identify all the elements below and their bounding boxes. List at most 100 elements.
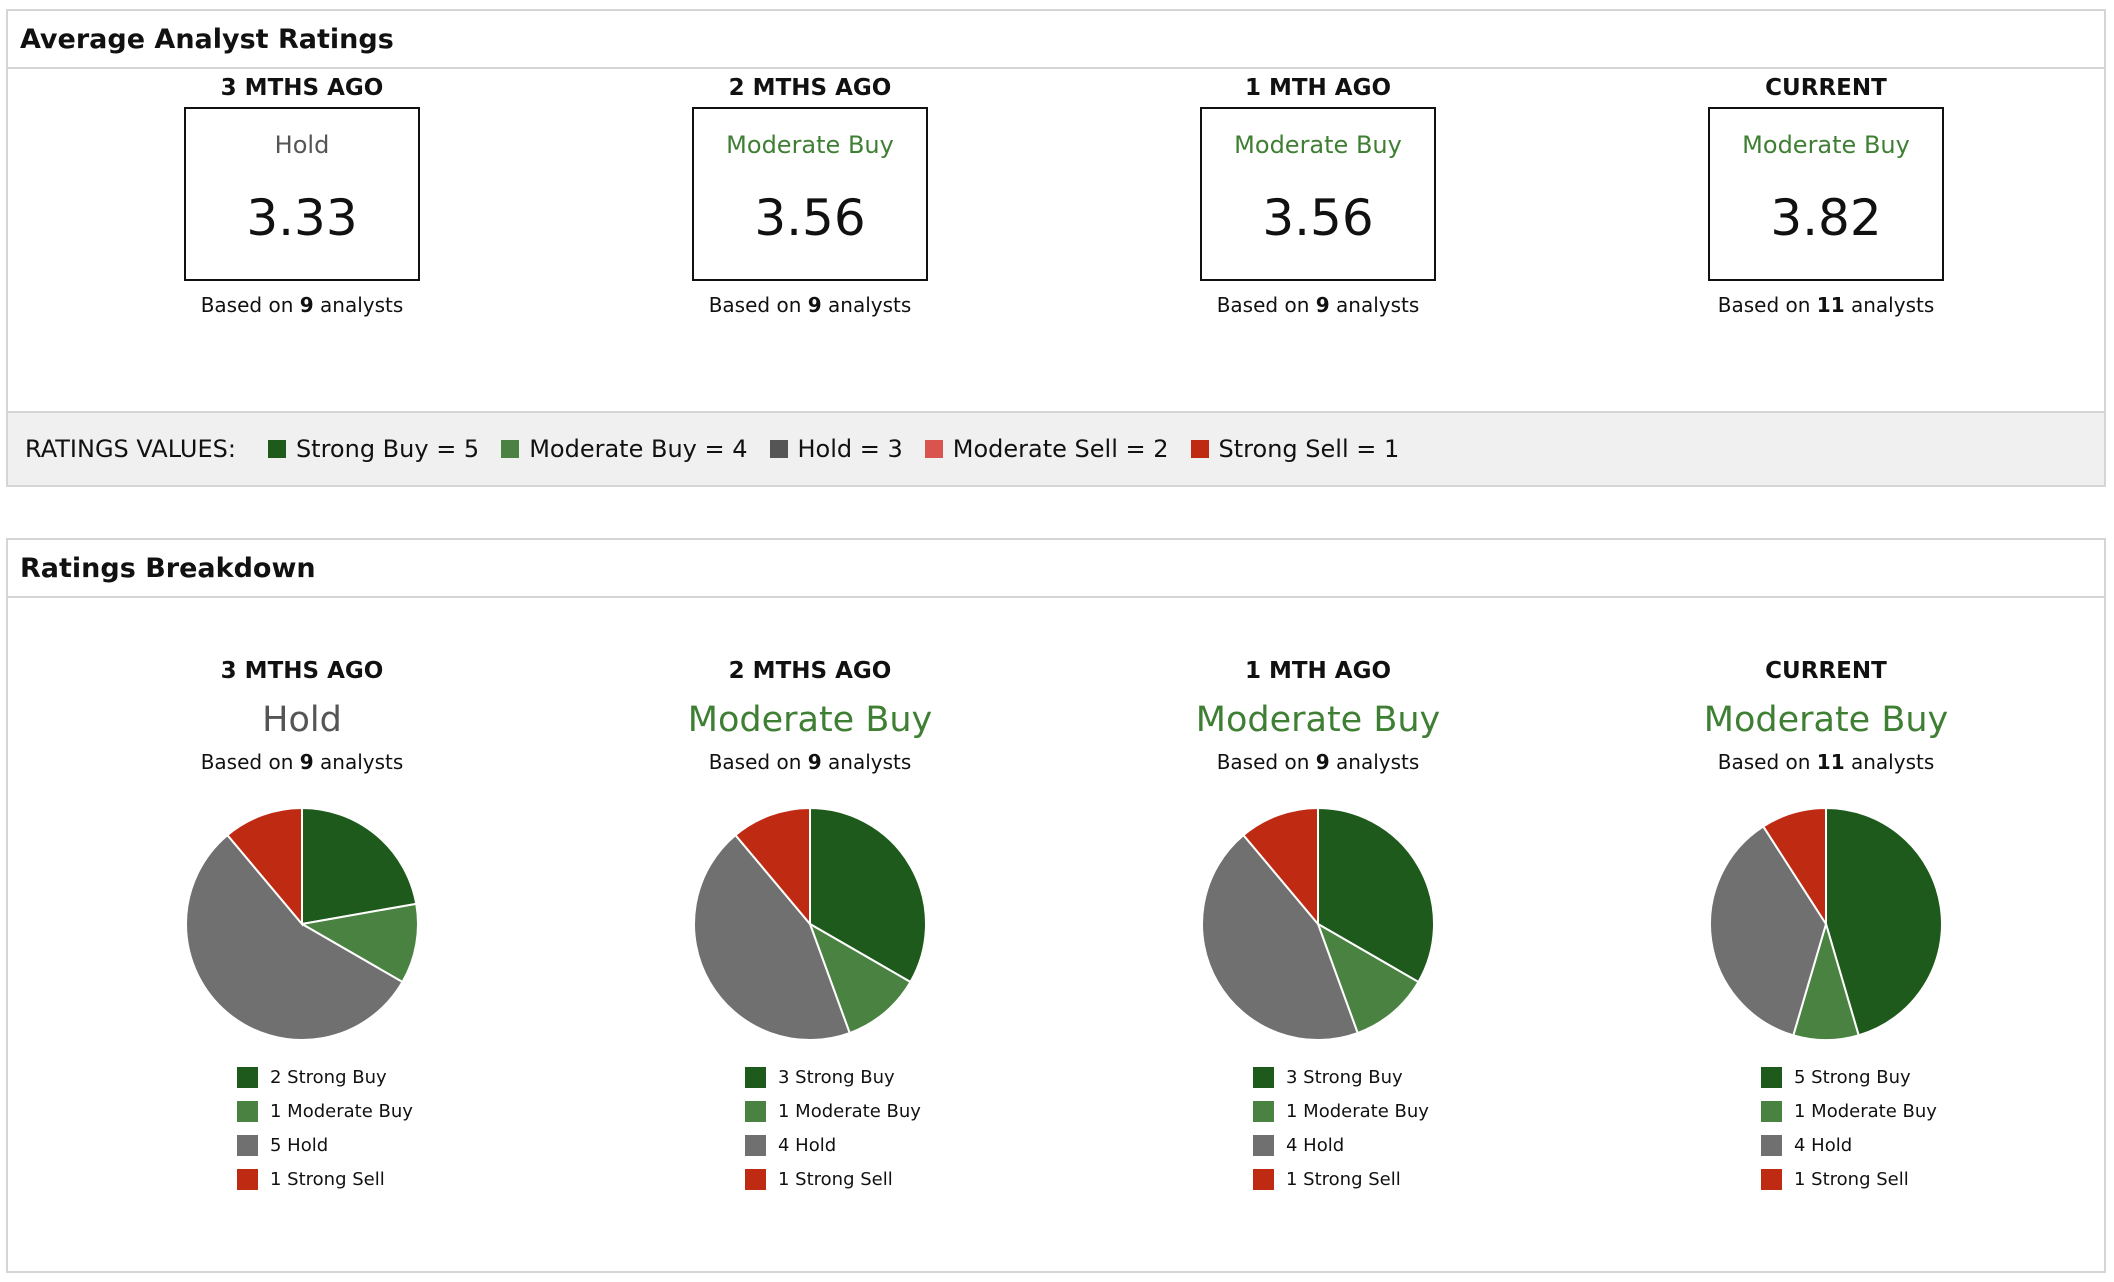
pie-slice-strong-sell: [1242, 806, 1319, 927]
legend-swatch: [1253, 1066, 1274, 1088]
value-label: Strong Buy = 5: [295, 435, 480, 463]
value-item-hold: Hold = 3: [769, 435, 903, 463]
average-ratings-title: Average Analyst Ratings: [8, 11, 2104, 69]
legend-label: 4 Hold: [1286, 1134, 1345, 1156]
legend-item-moderate-buy: 1 Moderate Buy: [237, 1094, 437, 1128]
pie-slice-strong-buy: [1825, 806, 1943, 1037]
rating-text: Moderate Buy: [1195, 700, 1441, 740]
breakdown-col-current: CURRENT Moderate Buy Based on 11 analysts 5…: [1572, 658, 2080, 1196]
pie-legend: 3 Strong Buy 1 Moderate Buy 4 Hold 1 Strong…: [745, 1060, 945, 1196]
legend-swatch: [1253, 1100, 1274, 1122]
legend-item-moderate-buy: 1 Moderate Buy: [745, 1094, 945, 1128]
rating-text: Moderate Buy: [1742, 131, 1910, 159]
legend-label: 5 Hold: [270, 1134, 329, 1156]
value-label: Moderate Buy = 4: [529, 435, 748, 463]
legend-item-moderate-buy: 1 Moderate Buy: [1253, 1094, 1453, 1128]
legend-label: 1 Strong Sell: [1794, 1168, 1909, 1190]
breakdown-col-2-mths-ago: 2 MTHS AGO Moderate Buy Based on 9 analyst…: [556, 658, 1064, 1196]
based-prefix: Based on: [200, 293, 294, 317]
legend-swatch: [237, 1100, 258, 1122]
based-suffix: analysts: [320, 293, 404, 317]
based-prefix: Based on: [1717, 750, 1811, 774]
based-prefix: Based on: [708, 750, 802, 774]
based-on-text: Based on 9 analysts: [201, 750, 404, 774]
legend-label: 1 Moderate Buy: [778, 1100, 921, 1122]
pie-slice-moderate-buy: [808, 921, 912, 1035]
based-prefix: Based on: [708, 293, 802, 317]
legend-item-strong-sell: 1 Strong Sell: [1253, 1162, 1453, 1196]
avg-col-2-mths-ago: 2 MTHS AGO Moderate Buy 3.56 Based on 9 …: [556, 75, 1064, 317]
avg-col-1-mth-ago: 1 MTH AGO Moderate Buy 3.56 Based on 9 a…: [1064, 75, 1572, 317]
swatch: [1190, 440, 1209, 458]
legend-label: 1 Moderate Buy: [1794, 1100, 1937, 1122]
based-suffix: analysts: [1336, 750, 1420, 774]
rating-text: Moderate Buy: [1234, 131, 1402, 159]
swatch: [924, 440, 943, 458]
based-prefix: Based on: [1216, 750, 1310, 774]
rating-value: 3.82: [1770, 189, 1882, 247]
pie-slice-hold: [693, 833, 851, 1041]
based-on-text: Based on 9 analysts: [201, 293, 404, 317]
breakdown-col-3-mths-ago: 3 MTHS AGO Hold Based on 9 analysts 2 Stron…: [48, 658, 556, 1196]
rating-box: Moderate Buy 3.82: [1708, 107, 1944, 281]
rating-text: Moderate Buy: [1703, 700, 1949, 740]
swatch: [267, 440, 286, 458]
legend-label: 1 Strong Sell: [1286, 1168, 1401, 1190]
pie-slice-strong-sell: [734, 806, 811, 927]
based-prefix: Based on: [200, 750, 294, 774]
based-on-text: Based on 9 analysts: [709, 750, 912, 774]
period-label: 1 MTH AGO: [1244, 75, 1392, 101]
analyst-count: 9: [807, 750, 822, 774]
ratings-values-bar: RATINGS VALUES: Strong Buy = 5 Moderate …: [8, 411, 2104, 485]
ratings-breakdown-panel: Ratings Breakdown 3 MTHS AGO Hold Based on…: [6, 538, 2106, 1273]
legend-swatch: [1253, 1168, 1274, 1190]
legend-item-hold: 4 Hold: [745, 1128, 945, 1162]
pie-slice-strong-buy: [809, 806, 927, 984]
pie-slice-hold: [185, 833, 404, 1041]
legend-swatch: [1761, 1168, 1782, 1190]
rating-value: 3.56: [754, 189, 866, 247]
rating-box: Moderate Buy 3.56: [1200, 107, 1436, 281]
ratings-breakdown-title: Ratings Breakdown: [8, 540, 2104, 598]
pie-slice-strong-sell: [1761, 806, 1827, 928]
based-prefix: Based on: [1216, 293, 1310, 317]
analyst-count: 9: [1315, 293, 1330, 317]
value-label: Strong Sell = 1: [1218, 435, 1400, 463]
legend-swatch: [237, 1134, 258, 1156]
legend-swatch: [237, 1168, 258, 1190]
based-suffix: analysts: [1850, 293, 1935, 317]
value-item-strong-buy: Strong Buy = 5: [267, 435, 480, 463]
legend-label: 3 Strong Buy: [1286, 1066, 1403, 1088]
pie-chart: [1709, 806, 1943, 1041]
legend-swatch: [1761, 1100, 1782, 1122]
legend-item-hold: 5 Hold: [237, 1128, 437, 1162]
rating-value: 3.33: [246, 189, 358, 247]
rating-text: Moderate Buy: [726, 131, 894, 159]
pie-chart: [693, 806, 927, 1041]
legend-item-hold: 4 Hold: [1761, 1128, 1961, 1162]
swatch: [769, 440, 788, 458]
legend-item-strong-buy: 5 Strong Buy: [1761, 1060, 1961, 1094]
analyst-count: 9: [299, 293, 314, 317]
value-label: Moderate Sell = 2: [952, 435, 1169, 463]
legend-label: 1 Strong Sell: [270, 1168, 385, 1190]
based-suffix: analysts: [1850, 750, 1935, 774]
legend-item-hold: 4 Hold: [1253, 1128, 1453, 1162]
legend-label: 4 Hold: [778, 1134, 837, 1156]
pie-legend: 5 Strong Buy 1 Moderate Buy 4 Hold 1 Strong…: [1761, 1060, 1961, 1196]
legend-label: 2 Strong Buy: [270, 1066, 387, 1088]
based-suffix: analysts: [320, 750, 404, 774]
legend-item-strong-buy: 2 Strong Buy: [237, 1060, 437, 1094]
pie-slice-hold: [1709, 825, 1828, 1037]
period-label: 2 MTHS AGO: [728, 75, 892, 101]
legend-swatch: [745, 1134, 766, 1156]
rating-text: Hold: [262, 700, 342, 740]
based-suffix: analysts: [1336, 293, 1420, 317]
average-ratings-panel: Average Analyst Ratings 3 MTHS AGO Hold …: [6, 9, 2106, 487]
based-on-text: Based on 11 analysts: [1718, 750, 1935, 774]
rating-text: Hold: [274, 131, 330, 159]
based-suffix: analysts: [828, 750, 912, 774]
period-label: 3 MTHS AGO: [220, 658, 384, 684]
value-item-moderate-sell: Moderate Sell = 2: [924, 435, 1169, 463]
pie-slice-strong-buy: [301, 806, 418, 926]
